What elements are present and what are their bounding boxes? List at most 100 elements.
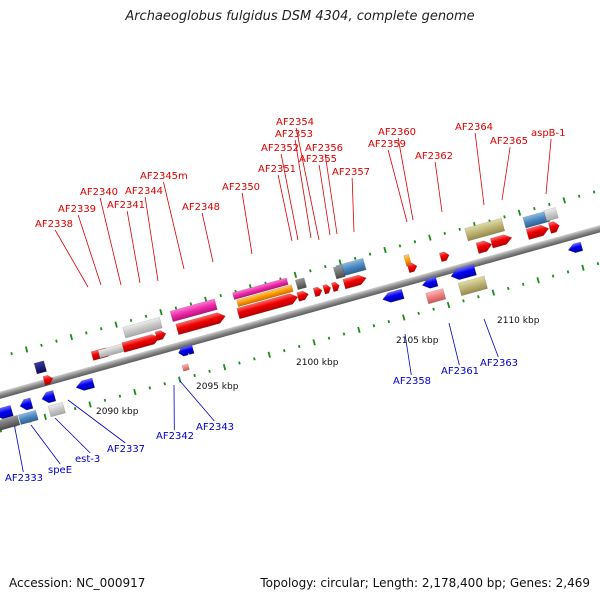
scale-tick: [413, 240, 417, 244]
gene-label[interactable]: AF2343: [196, 422, 234, 433]
leader-line: [397, 137, 414, 221]
gene-af2354[interactable]: [322, 284, 332, 295]
gene-label[interactable]: AF2341: [107, 200, 145, 211]
gene-af2339-box[interactable]: [97, 343, 126, 359]
gene-af2357[interactable]: [342, 273, 368, 290]
gene-label[interactable]: AF2333: [5, 473, 43, 484]
scale-tick: [312, 339, 316, 346]
gene-label[interactable]: AF2338: [35, 219, 73, 230]
gene-af2355[interactable]: [331, 281, 340, 293]
scale-tick: [577, 194, 581, 198]
gene-label[interactable]: AF2364: [455, 122, 493, 133]
gene-af2342[interactable]: [177, 345, 189, 357]
gene-labels: AF2338 AF2339 AF2340 AF2341 AF2344 AF2345m AF2…: [5, 117, 566, 484]
gene-af2341-box[interactable]: [122, 316, 163, 339]
gene-label[interactable]: AF2355: [299, 154, 337, 165]
gene-label[interactable]: AF2344: [125, 186, 163, 197]
gene-label[interactable]: AF2358: [393, 376, 431, 387]
gene-label[interactable]: speE: [48, 465, 72, 476]
gene-af2361[interactable]: [421, 276, 439, 291]
gene-af2364[interactable]: [475, 239, 493, 254]
gene-label[interactable]: AF2360: [378, 127, 416, 138]
scale-label: 2110 kbp: [497, 316, 540, 326]
gene-aspb1-grey[interactable]: [543, 207, 559, 222]
gene-label[interactable]: AF2363: [480, 358, 518, 369]
scale-tick: [238, 361, 241, 365]
scale-tick: [503, 215, 506, 219]
scale-tick: [551, 274, 555, 278]
gene-label[interactable]: AF2356: [305, 143, 343, 154]
leader-line: [241, 192, 253, 255]
gene-label[interactable]: aspB-1: [531, 128, 566, 139]
gene-af2333-steel[interactable]: [17, 409, 39, 426]
gene-label[interactable]: AF2337: [107, 444, 145, 455]
scale-tick: [297, 344, 301, 349]
gene-label[interactable]: AF2352: [261, 143, 299, 154]
scale-tick: [99, 327, 103, 331]
scale-tick: [491, 289, 496, 296]
gene-right-edge[interactable]: [567, 241, 584, 254]
gene-af2352[interactable]: [296, 290, 310, 302]
gene-aspb1[interactable]: [525, 223, 550, 241]
gene-af2348-mid[interactable]: [236, 284, 294, 308]
gene-est3[interactable]: [40, 389, 57, 404]
gene-label[interactable]: AF2340: [80, 187, 118, 198]
scale-tick: [103, 398, 107, 402]
gene-label[interactable]: AF2361: [441, 366, 479, 377]
gene-label[interactable]: AF2354: [276, 117, 314, 128]
gene-af2365[interactable]: [489, 233, 513, 249]
scale-labels: 2090 kbp 2095 kbp 2100 kbp 2105 kbp 2110 kbp: [96, 316, 540, 417]
gene-label[interactable]: AF2365: [490, 136, 528, 147]
scale-tick: [159, 309, 163, 316]
gene-label[interactable]: AF2342: [156, 431, 194, 442]
scale-tick: [368, 252, 372, 256]
gene-est3-box[interactable]: [47, 401, 66, 418]
gene-label[interactable]: AF2359: [368, 139, 406, 150]
gene-aspb1-tip[interactable]: [547, 220, 561, 234]
gene-label[interactable]: est-3: [75, 454, 100, 465]
gene-left-navy[interactable]: [33, 360, 48, 375]
gene-aspb1-box[interactable]: [522, 210, 551, 229]
gene-af2361-box[interactable]: [425, 288, 447, 305]
scale-tick: [353, 256, 357, 260]
gene-label[interactable]: AF2350: [222, 182, 260, 193]
gene-af2333-dark[interactable]: [0, 414, 21, 432]
leader-line: [318, 164, 331, 236]
scale-tick: [428, 234, 432, 241]
scale-tick: [458, 227, 461, 231]
gene-af2362[interactable]: [438, 251, 450, 263]
gene-spee[interactable]: [19, 397, 34, 412]
gene-af2350[interactable]: [236, 292, 300, 320]
gene-label[interactable]: AF2351: [258, 164, 296, 175]
scale-tick: [88, 401, 92, 408]
gene-left-red[interactable]: [42, 374, 54, 386]
gene-af2343-a[interactable]: [181, 363, 190, 372]
scale-tick: [592, 190, 596, 194]
leader-line: [54, 417, 91, 454]
gene-af2333[interactable]: [0, 404, 14, 420]
gene-label[interactable]: AF2348: [182, 202, 220, 213]
gene-af2364-box[interactable]: [464, 217, 506, 242]
gene-af2351[interactable]: [294, 277, 308, 291]
scale-tick: [327, 336, 331, 340]
gene-label[interactable]: AF2353: [275, 129, 313, 140]
gene-af2342b[interactable]: [184, 344, 195, 356]
gene-label[interactable]: AF2339: [58, 204, 96, 215]
scale-tick: [548, 202, 551, 207]
gene-label[interactable]: AF2357: [332, 167, 370, 178]
gene-af2340[interactable]: [121, 333, 161, 353]
gene-af2358[interactable]: [381, 288, 405, 304]
gene-label[interactable]: AF2345m: [140, 171, 188, 182]
gene-af2345m[interactable]: [175, 311, 227, 336]
scale-tick: [342, 332, 346, 336]
gene-af2363-box[interactable]: [457, 275, 488, 297]
gene-af2348-top[interactable]: [232, 277, 289, 300]
gene-af2337[interactable]: [75, 377, 96, 392]
gene-af2344[interactable]: [154, 329, 167, 342]
gene-af2356-dark[interactable]: [332, 264, 346, 280]
gene-af2363[interactable]: [449, 264, 477, 281]
gene-label[interactable]: AF2362: [415, 151, 453, 162]
gene-af2345m-top[interactable]: [169, 298, 218, 323]
gene-af2360[interactable]: [406, 262, 418, 274]
gene-af2353[interactable]: [312, 286, 323, 298]
